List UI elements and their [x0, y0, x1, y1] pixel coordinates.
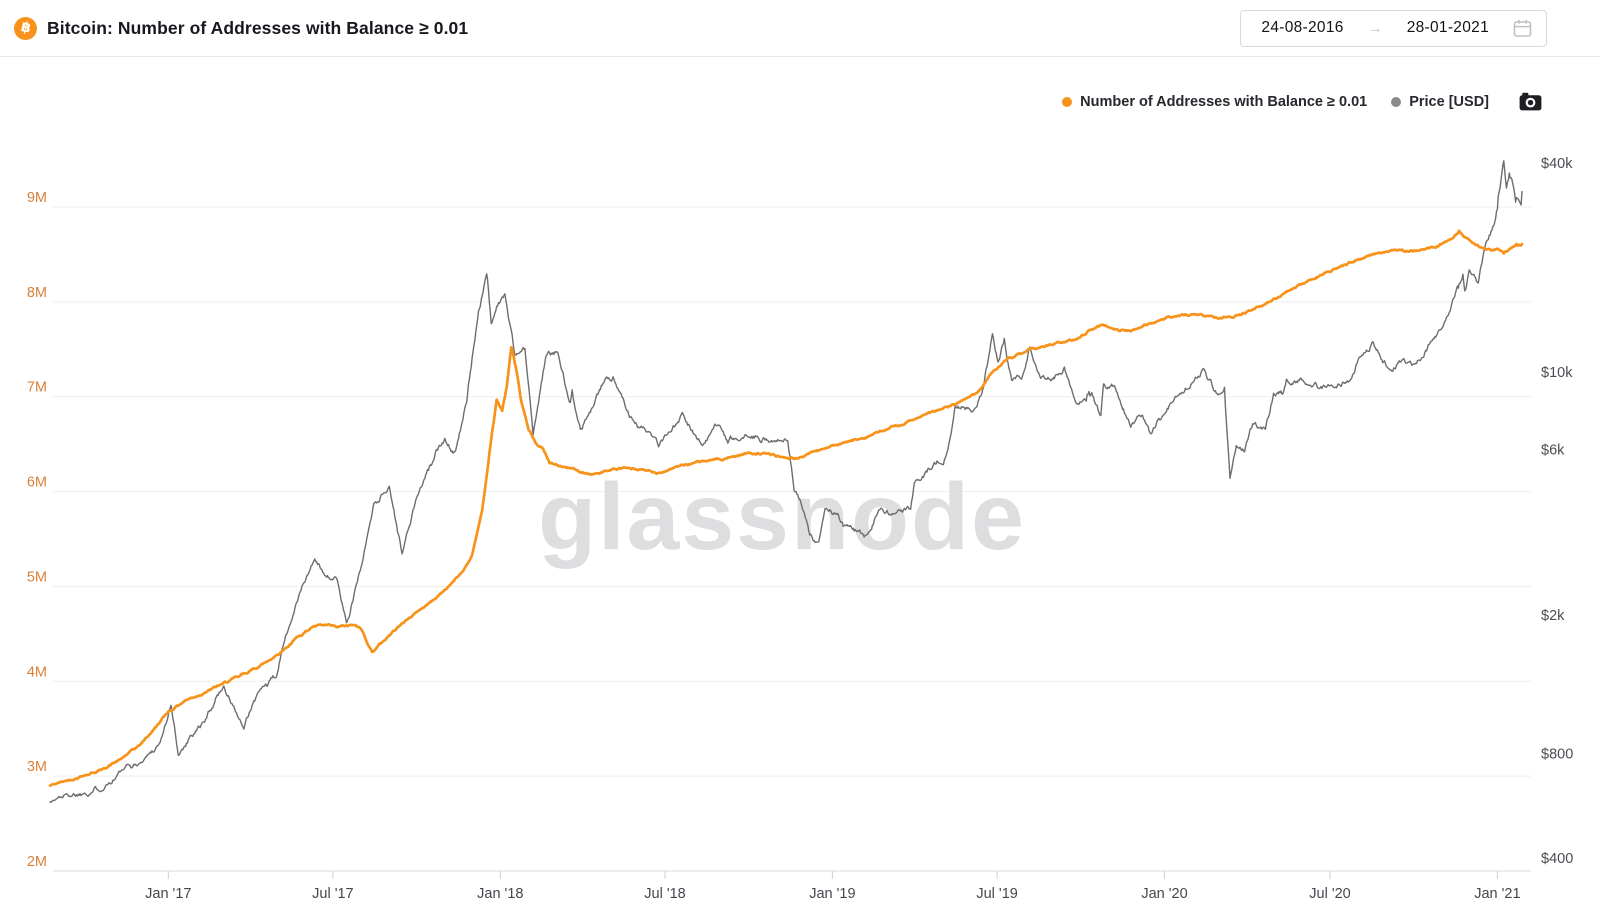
price-addresses-chart-plot[interactable]: glassnode Jan '17 Jul '17 Jan '18 Jul '18 Jan…: [0, 57, 1600, 916]
right-axis-label-$2k: $2k: [1541, 608, 1565, 624]
left-axis-label-7M: 7M: [27, 380, 47, 396]
left-axis-label-8M: 8M: [27, 285, 47, 301]
x-axis-label: Jul '19: [976, 886, 1017, 902]
x-axis-label: Jul '17: [312, 886, 353, 902]
right-axis-label-$400: $400: [1541, 851, 1573, 867]
x-axis-label: Jan '18: [477, 886, 523, 902]
left-axis-label-5M: 5M: [27, 569, 47, 585]
right-axis-label-$40k: $40k: [1541, 156, 1573, 172]
bitcoin-icon: ฿: [14, 16, 37, 40]
legend-item-price[interactable]: Price [USD]: [1391, 94, 1489, 110]
x-axis-label: Jul '20: [1309, 886, 1350, 902]
x-axis-label: Jan '17: [145, 886, 191, 902]
left-axis-label-2M: 2M: [27, 854, 47, 870]
chart-area: Number of Addresses with Balance ≥ 0.01 …: [0, 57, 1600, 916]
left-axis-label-3M: 3M: [27, 759, 47, 775]
glassnode-watermark: glassnode: [538, 464, 1026, 570]
right-axis-label-$800: $800: [1541, 746, 1573, 762]
legend-dot-price: [1391, 96, 1402, 107]
calendar-icon: [1513, 19, 1532, 37]
legend-label-price: Price [USD]: [1409, 93, 1489, 110]
legend-dot-addresses: [1062, 96, 1073, 107]
chart-legend: Number of Addresses with Balance ≥ 0.01 …: [1062, 92, 1542, 111]
legend-item-addresses[interactable]: Number of Addresses with Balance ≥ 0.01: [1062, 94, 1367, 110]
camera-icon: [1519, 92, 1542, 111]
end-date-field[interactable]: 28-01-2021: [1406, 19, 1489, 36]
date-range-picker[interactable]: 24-08-2016 → 28-01-2021: [1240, 9, 1547, 47]
x-axis-label: Jan '21: [1474, 886, 1520, 902]
right-axis-label-$6k: $6k: [1541, 442, 1565, 458]
page-title: Bitcoin: Number of Addresses with Balanc…: [47, 17, 469, 38]
start-date-field[interactable]: 24-08-2016: [1261, 19, 1344, 36]
right-axis-label-$10k: $10k: [1541, 365, 1573, 381]
title-group: ฿ Bitcoin: Number of Addresses with Bala…: [14, 16, 469, 40]
x-axis-label: Jul '18: [644, 886, 685, 902]
range-arrow-icon: →: [1367, 19, 1383, 37]
calendar-button[interactable]: [1511, 17, 1534, 40]
price-line-series: [49, 160, 1523, 804]
left-axis-label-9M: 9M: [27, 190, 47, 206]
left-axis-label-6M: 6M: [27, 475, 47, 491]
camera-button[interactable]: [1519, 92, 1542, 111]
addresses-line-series: [48, 229, 1524, 787]
x-axis-label: Jan '19: [809, 886, 855, 902]
left-axis-label-4M: 4M: [27, 664, 47, 680]
x-axis-label: Jan '20: [1141, 886, 1187, 902]
legend-label-addresses: Number of Addresses with Balance ≥ 0.01: [1080, 93, 1368, 110]
top-bar: ฿ Bitcoin: Number of Addresses with Bala…: [0, 0, 1600, 57]
